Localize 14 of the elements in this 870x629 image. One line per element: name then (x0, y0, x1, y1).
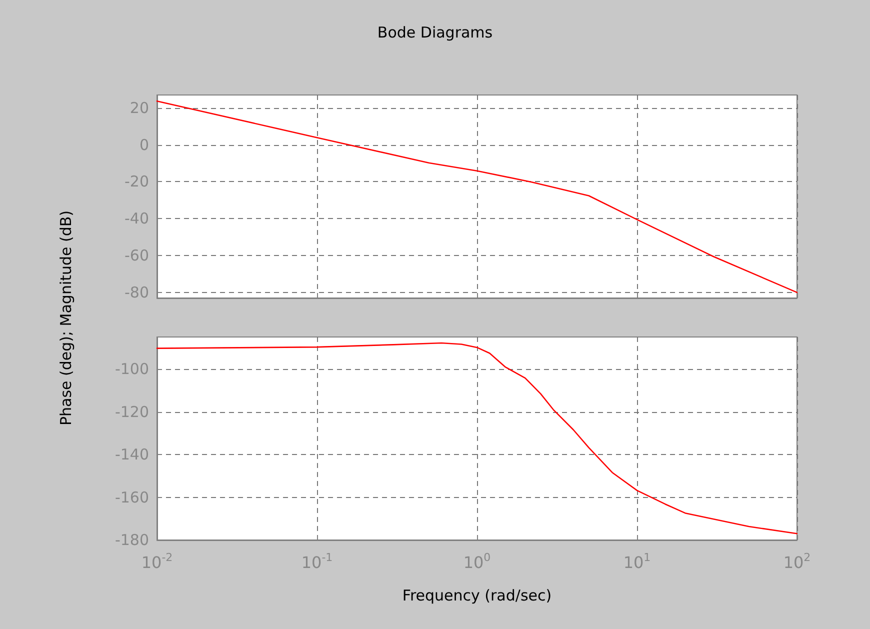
y-tick-label: 0 (139, 136, 149, 154)
y-tick-label: -120 (114, 402, 149, 421)
y-tick-label: -180 (114, 531, 149, 549)
y-tick-label: -100 (114, 360, 149, 378)
x-axis-title: Frequency (rad/sec) (402, 586, 552, 604)
y-tick-label: 20 (130, 98, 149, 117)
y-tick-label: -20 (124, 172, 149, 191)
y-tick-label: -40 (124, 210, 149, 228)
y-axis-title: Phase (deg); Magnitude (dB) (57, 210, 75, 426)
y-tick-label: -140 (114, 446, 149, 464)
y-tick-label: -80 (124, 283, 149, 302)
chart-title: Bode Diagrams (377, 24, 493, 42)
y-tick-label: -60 (124, 246, 149, 265)
y-tick-label: -160 (114, 488, 149, 506)
